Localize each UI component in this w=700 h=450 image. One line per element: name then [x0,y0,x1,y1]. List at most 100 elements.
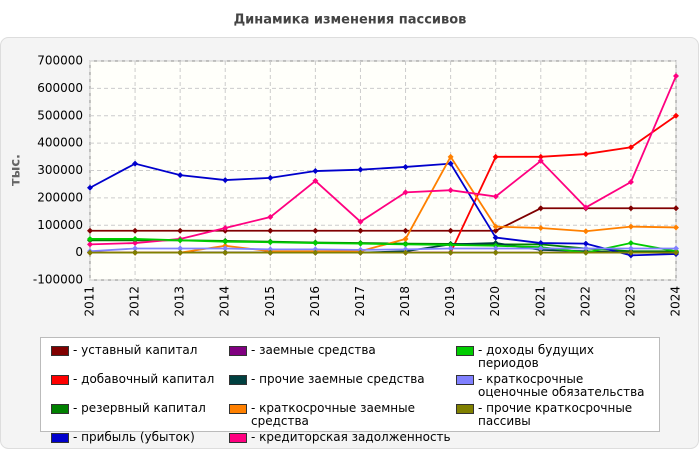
point [312,168,319,175]
point [312,249,319,256]
point [492,223,499,230]
y-tick-label: 700000 [37,54,83,68]
x-tick-label: 2021 [533,286,547,317]
point [267,227,274,234]
x-tick-label: 2023 [623,286,637,317]
y-tick-label: 0 [75,245,83,259]
point [222,224,229,231]
point [357,166,364,173]
point [627,240,634,247]
legend-item: - краткосрочные оценочные обязательства [456,373,656,399]
legend-label: - прибыль (убыток) [73,430,195,444]
y-tick-label: 200000 [37,190,83,204]
legend-swatch [51,404,69,414]
point [312,246,319,253]
point [582,249,589,256]
point [402,227,409,234]
y-tick-label: 100000 [37,218,83,232]
point [447,227,454,234]
point [222,177,229,184]
point [492,234,499,241]
point [537,153,544,160]
point [492,153,499,160]
legend-label: - заемные средства [251,343,376,357]
legend-label: - добавочный капитал [73,372,215,386]
point [673,249,679,256]
series-line [89,162,677,257]
point [357,240,364,247]
point [673,224,679,231]
point [177,249,184,256]
point [87,235,93,242]
y-tick-label: 500000 [37,108,83,122]
point [582,151,589,158]
x-tick-label: 2015 [263,286,277,317]
point [402,189,409,196]
legend-swatch [51,346,69,356]
point [312,177,319,184]
point [357,227,364,234]
x-tick-label: 2012 [128,286,142,317]
point [447,153,454,160]
point [627,205,634,212]
legend-label: - резервный капитал [73,401,206,415]
point [582,245,589,252]
point [132,240,139,247]
y-tick-label: 600000 [37,81,83,95]
point [627,144,634,151]
point [402,246,409,253]
legend-swatch [229,433,247,443]
legend-swatch [51,433,69,443]
x-tick-label: 2016 [308,286,322,317]
y-tick-label: 400000 [37,136,83,150]
point [402,235,409,242]
point [177,227,184,234]
point [492,249,499,256]
point [222,245,229,252]
point [627,249,634,256]
x-tick-label: 2014 [218,286,232,317]
point [132,245,139,252]
point [402,241,409,248]
point [627,178,634,185]
point [267,249,274,256]
point [132,227,139,234]
legend-swatch [229,404,247,414]
x-tick-label: 2019 [443,286,457,317]
series-line [89,75,677,246]
point [673,73,679,80]
point [537,205,544,212]
legend-label: - уставный капитал [73,343,198,357]
point [582,204,589,211]
point [673,245,679,252]
point [402,249,409,256]
point [312,227,319,234]
point [492,245,499,252]
legend-item: - заемные средства [229,344,456,370]
x-tick-label: 2022 [578,286,592,317]
point [537,249,544,256]
point [492,193,499,200]
point [537,157,544,164]
point [447,245,454,252]
point [357,249,364,256]
y-tick-label: -100000 [33,273,83,287]
point [267,246,274,253]
point [447,187,454,194]
legend-swatch [229,375,247,385]
legend-label: - кредиторская задолженность [251,430,451,444]
legend-item: - добавочный капитал [51,373,229,399]
x-tick-label: 2017 [353,286,367,317]
point [87,241,93,248]
y-axis-label: тыс. [9,154,24,186]
point [537,245,544,252]
y-tick-label: 300000 [37,163,83,177]
chart-title: Динамика изменения пассивов [234,13,467,28]
series-line [89,247,676,253]
point [447,160,454,167]
point [447,249,454,256]
x-tick-label: 2020 [488,286,502,317]
legend: - уставный капитал - добавочный капитал - … [40,337,660,444]
x-tick-label: 2024 [669,286,683,317]
